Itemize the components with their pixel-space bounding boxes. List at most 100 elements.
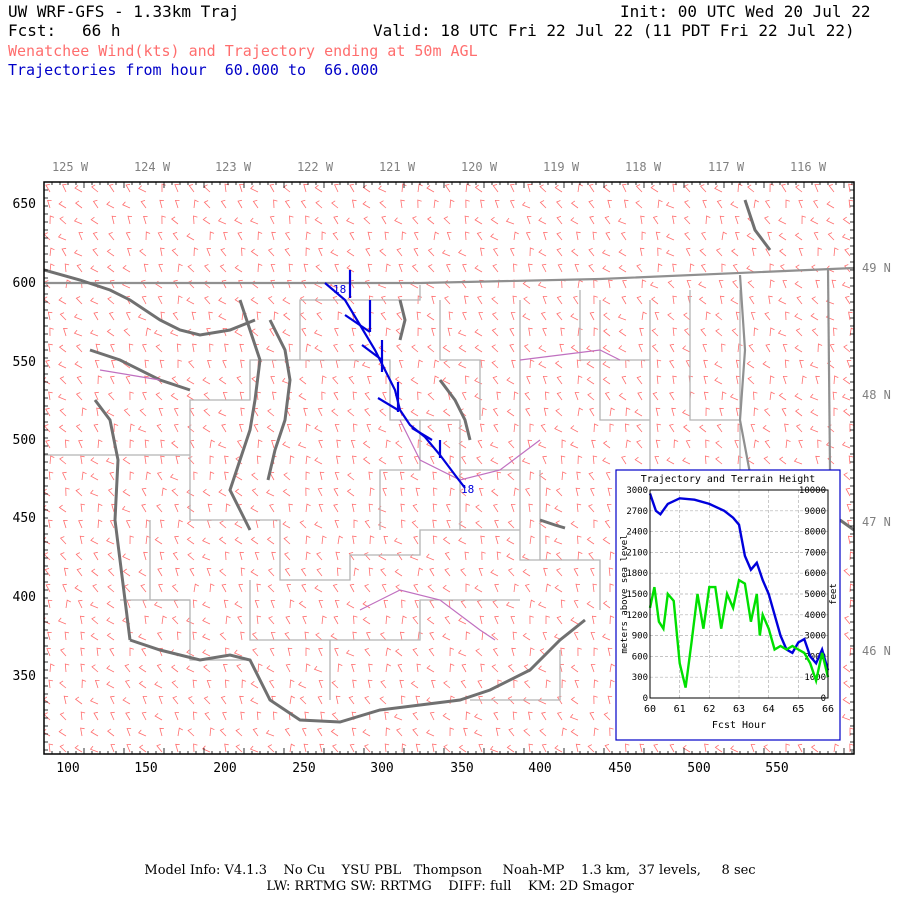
wind-barb: [153, 601, 163, 609]
wind-barb: [385, 439, 391, 449]
wind-barb: [57, 617, 67, 625]
wind-barb: [90, 457, 99, 465]
wind-barb: [577, 535, 582, 545]
inset-left-tick: 1800: [626, 569, 648, 579]
wind-barb: [353, 519, 358, 528]
wind-barb: [843, 408, 851, 417]
wind-barb: [428, 647, 435, 657]
wind-barb: [282, 297, 291, 305]
wind-barb: [221, 279, 227, 289]
inset-ylabel-right: feet: [829, 583, 839, 605]
wind-barb: [59, 456, 67, 465]
wind-barb: [380, 312, 387, 321]
wind-barb: [542, 376, 548, 385]
wind-barb: [92, 248, 99, 257]
wind-barb: [348, 696, 355, 705]
wind-barb: [489, 441, 499, 449]
wind-barb: [656, 423, 661, 433]
wind-barb: [57, 233, 67, 241]
wind-barb: [843, 680, 851, 689]
wind-barb: [575, 487, 581, 497]
wind-barb: [464, 551, 470, 561]
wind-barb: [107, 584, 115, 593]
wind-barb: [209, 727, 215, 737]
wind-barb: [491, 696, 499, 705]
wind-barb: [257, 439, 263, 449]
wind-barb: [572, 295, 579, 305]
wind-barb: [401, 615, 407, 625]
wind-barb: [363, 552, 371, 561]
wind-barb: [560, 327, 565, 337]
wind-barb: [204, 712, 211, 721]
wind-barb: [495, 535, 500, 545]
wind-barb: [384, 231, 389, 241]
wind-barb: [751, 247, 757, 257]
wind-barb: [225, 647, 230, 657]
wind-barb: [513, 583, 519, 593]
wind-barb: [764, 439, 771, 449]
wind-barb: [735, 407, 741, 417]
wind-barb: [446, 232, 452, 241]
wind-barb: [336, 567, 342, 577]
wind-barb: [522, 632, 531, 641]
wind-barb: [269, 327, 275, 337]
wind-barb: [556, 248, 563, 257]
wind-barb: [449, 647, 455, 657]
wind-barb: [222, 711, 227, 721]
wind-barb: [461, 455, 467, 465]
wind-barb: [576, 503, 582, 513]
wind-barb: [577, 647, 582, 657]
wind-barb: [394, 568, 403, 577]
wind-barb: [429, 711, 435, 721]
wind-barb: [299, 376, 307, 385]
wind-barb: [590, 632, 596, 641]
wind-barb: [96, 647, 102, 657]
wind-barb: [665, 201, 675, 209]
wind-barb: [299, 696, 307, 705]
wind-barb: [705, 215, 711, 225]
wind-barb: [785, 311, 790, 321]
wind-barb: [411, 264, 419, 273]
wind-barb: [233, 649, 243, 657]
wind-barb: [364, 744, 371, 753]
wind-barb: [410, 376, 419, 385]
wind-barb: [441, 249, 451, 257]
wind-barb: [625, 439, 631, 449]
inset-right-tick: 6000: [804, 569, 826, 579]
wind-barb: [443, 744, 451, 753]
wind-barb: [474, 265, 483, 273]
wind-barb: [252, 648, 259, 657]
wind-barb: [401, 231, 407, 241]
wind-barb: [474, 329, 483, 337]
wind-barb: [778, 297, 787, 305]
wind-barb: [241, 247, 246, 257]
wind-barb: [480, 535, 485, 545]
wind-barb: [748, 344, 755, 353]
wind-barb: [512, 295, 517, 305]
wind-barb: [587, 392, 595, 401]
wind-barb: [301, 727, 307, 737]
wind-barb: [122, 697, 131, 705]
wind-barb: [161, 215, 166, 225]
wind-barb: [209, 231, 215, 241]
wind-barb: [345, 649, 355, 657]
wind-barb: [491, 328, 499, 337]
wind-barb: [314, 585, 323, 593]
longitude-label: 119 W: [543, 160, 580, 174]
wind-barb: [666, 457, 675, 465]
wind-barb: [522, 568, 531, 577]
wind-barb: [335, 551, 341, 561]
wind-barb: [273, 199, 278, 209]
wind-barb: [462, 263, 467, 273]
wind-barb: [589, 215, 595, 225]
wind-barb: [401, 695, 406, 705]
wind-barb: [186, 617, 195, 625]
wind-barb: [750, 744, 756, 753]
wind-barb: [449, 663, 455, 673]
wind-barb: [318, 680, 324, 689]
wind-barb: [765, 343, 771, 353]
wind-barb: [719, 295, 725, 305]
wind-barb: [433, 359, 439, 369]
wind-barb: [401, 743, 407, 753]
wind-barb: [542, 455, 547, 465]
